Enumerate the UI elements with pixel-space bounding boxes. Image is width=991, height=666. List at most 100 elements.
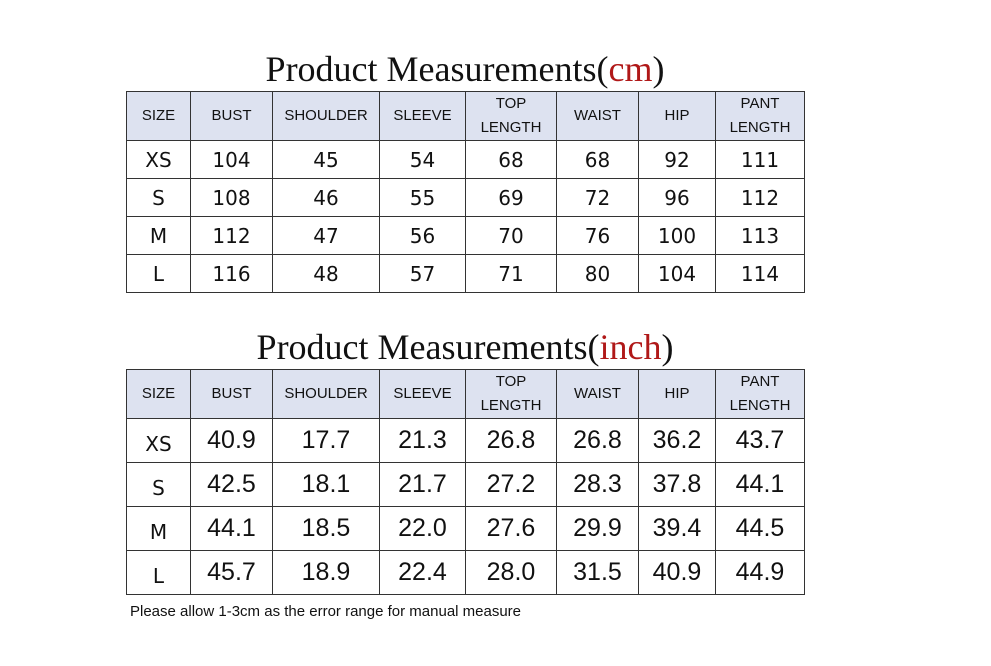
header-text: HIP <box>664 385 690 402</box>
value-cell: 40.9 <box>190 418 273 463</box>
header-cell: SHOULDER <box>272 369 380 419</box>
value-cell: 44.1 <box>715 462 805 507</box>
value-cell: 44.9 <box>715 550 805 595</box>
value-cell: 17.7 <box>272 418 380 463</box>
value-cell: 44.5 <box>715 506 805 551</box>
value-cell: 28.0 <box>465 550 557 595</box>
value-cell: 92 <box>638 140 716 179</box>
header-text: BUST <box>211 385 252 402</box>
value-cell: 39.4 <box>638 506 716 551</box>
value-cell: 55 <box>379 178 466 217</box>
value-cell: 45 <box>272 140 380 179</box>
value-cell: 31.5 <box>556 550 639 595</box>
header-text: WAIST <box>574 107 621 124</box>
title-unit: inch <box>599 327 662 367</box>
title-prefix: Product Measurements( <box>265 49 609 89</box>
value-cell: 57 <box>379 254 466 293</box>
header-text: HIP <box>664 107 690 124</box>
value-cell: 22.4 <box>379 550 466 595</box>
size-cell: L <box>126 254 191 293</box>
table-row: M 44.1 18.5 22.0 27.6 29.9 39.4 44.5 <box>126 506 805 551</box>
value-cell: 26.8 <box>556 418 639 463</box>
value-cell: 47 <box>272 216 380 255</box>
header-row: SIZE BUST SHOULDER SLEEVE TOP LENGTH WAIST HIP… <box>126 369 805 419</box>
header-cell: SLEEVE <box>379 91 466 141</box>
header-row: SIZE BUST SHOULDER SLEEVE TOP LENGTH WAIST HIP… <box>126 91 805 141</box>
header-cell: BUST <box>190 369 273 419</box>
value-cell: 71 <box>465 254 557 293</box>
value-cell: 36.2 <box>638 418 716 463</box>
table-row: L 45.7 18.9 22.4 28.0 31.5 40.9 44.9 <box>126 550 805 595</box>
header-cell: WAIST <box>556 369 639 419</box>
value-cell: 48 <box>272 254 380 293</box>
value-cell: 56 <box>379 216 466 255</box>
header-cell: PANT LENGTH <box>715 91 805 141</box>
header-text: WAIST <box>574 385 621 402</box>
header-cell: HIP <box>638 91 716 141</box>
value-cell: 37.8 <box>638 462 716 507</box>
table-row: M 112 47 56 70 76 100 113 <box>126 216 805 255</box>
value-cell: 69 <box>465 178 557 217</box>
value-cell: 18.1 <box>272 462 380 507</box>
size-cell: S <box>126 178 191 217</box>
value-cell: 112 <box>190 216 273 255</box>
table-row: XS 104 45 54 68 68 92 111 <box>126 140 805 179</box>
value-cell: 108 <box>190 178 273 217</box>
title-suffix: ) <box>652 49 665 89</box>
header-text: TOP LENGTH <box>480 373 542 414</box>
title: Product Measurements(cm) <box>126 48 804 90</box>
value-cell: 46 <box>272 178 380 217</box>
title-unit: cm <box>608 49 653 89</box>
note: Please allow 1-3cm as the error range fo… <box>130 603 522 620</box>
value-cell: 18.5 <box>272 506 380 551</box>
table: SIZE BUST SHOULDER SLEEVE TOP LENGTH WAIST HIP… <box>126 369 805 595</box>
header-cell: WAIST <box>556 91 639 141</box>
title: Product Measurements(inch) <box>126 326 804 368</box>
header-cell: SIZE <box>126 369 191 419</box>
table-row: XS 40.9 17.7 21.3 26.8 26.8 36.2 43.7 <box>126 418 805 463</box>
size-cell: XS <box>126 418 191 463</box>
value-cell: 28.3 <box>556 462 639 507</box>
header-text: TOP LENGTH <box>480 95 542 136</box>
value-cell: 111 <box>715 140 805 179</box>
value-cell: 68 <box>465 140 557 179</box>
value-cell: 96 <box>638 178 716 217</box>
header-text: SIZE <box>141 385 176 402</box>
value-cell: 27.2 <box>465 462 557 507</box>
header-cell: SLEEVE <box>379 369 466 419</box>
table-row: L 116 48 57 71 80 104 114 <box>126 254 805 293</box>
value-cell: 29.9 <box>556 506 639 551</box>
value-cell: 68 <box>556 140 639 179</box>
header-cell: TOP LENGTH <box>465 369 557 419</box>
value-cell: 70 <box>465 216 557 255</box>
value-cell: 104 <box>190 140 273 179</box>
value-cell: 80 <box>556 254 639 293</box>
header-cell: BUST <box>190 91 273 141</box>
value-cell: 72 <box>556 178 639 217</box>
header-text: SHOULDER <box>284 385 368 402</box>
value-cell: 113 <box>715 216 805 255</box>
value-cell: 21.3 <box>379 418 466 463</box>
value-cell: 26.8 <box>465 418 557 463</box>
header-text: SHOULDER <box>284 107 368 124</box>
value-cell: 22.0 <box>379 506 466 551</box>
size-cell: L <box>126 550 191 595</box>
header-text: SIZE <box>141 107 176 124</box>
value-cell: 112 <box>715 178 805 217</box>
header-cell: PANT LENGTH <box>715 369 805 419</box>
value-cell: 27.6 <box>465 506 557 551</box>
header-text: SLEEVE <box>393 107 452 124</box>
value-cell: 42.5 <box>190 462 273 507</box>
header-text: PANT LENGTH <box>729 95 791 136</box>
value-cell: 44.1 <box>190 506 273 551</box>
table-row: S 108 46 55 69 72 96 112 <box>126 178 805 217</box>
header-cell: TOP LENGTH <box>465 91 557 141</box>
value-cell: 18.9 <box>272 550 380 595</box>
size-cell: XS <box>126 140 191 179</box>
size-cell: S <box>126 462 191 507</box>
value-cell: 116 <box>190 254 273 293</box>
header-text: BUST <box>211 107 252 124</box>
header-cell: SIZE <box>126 91 191 141</box>
